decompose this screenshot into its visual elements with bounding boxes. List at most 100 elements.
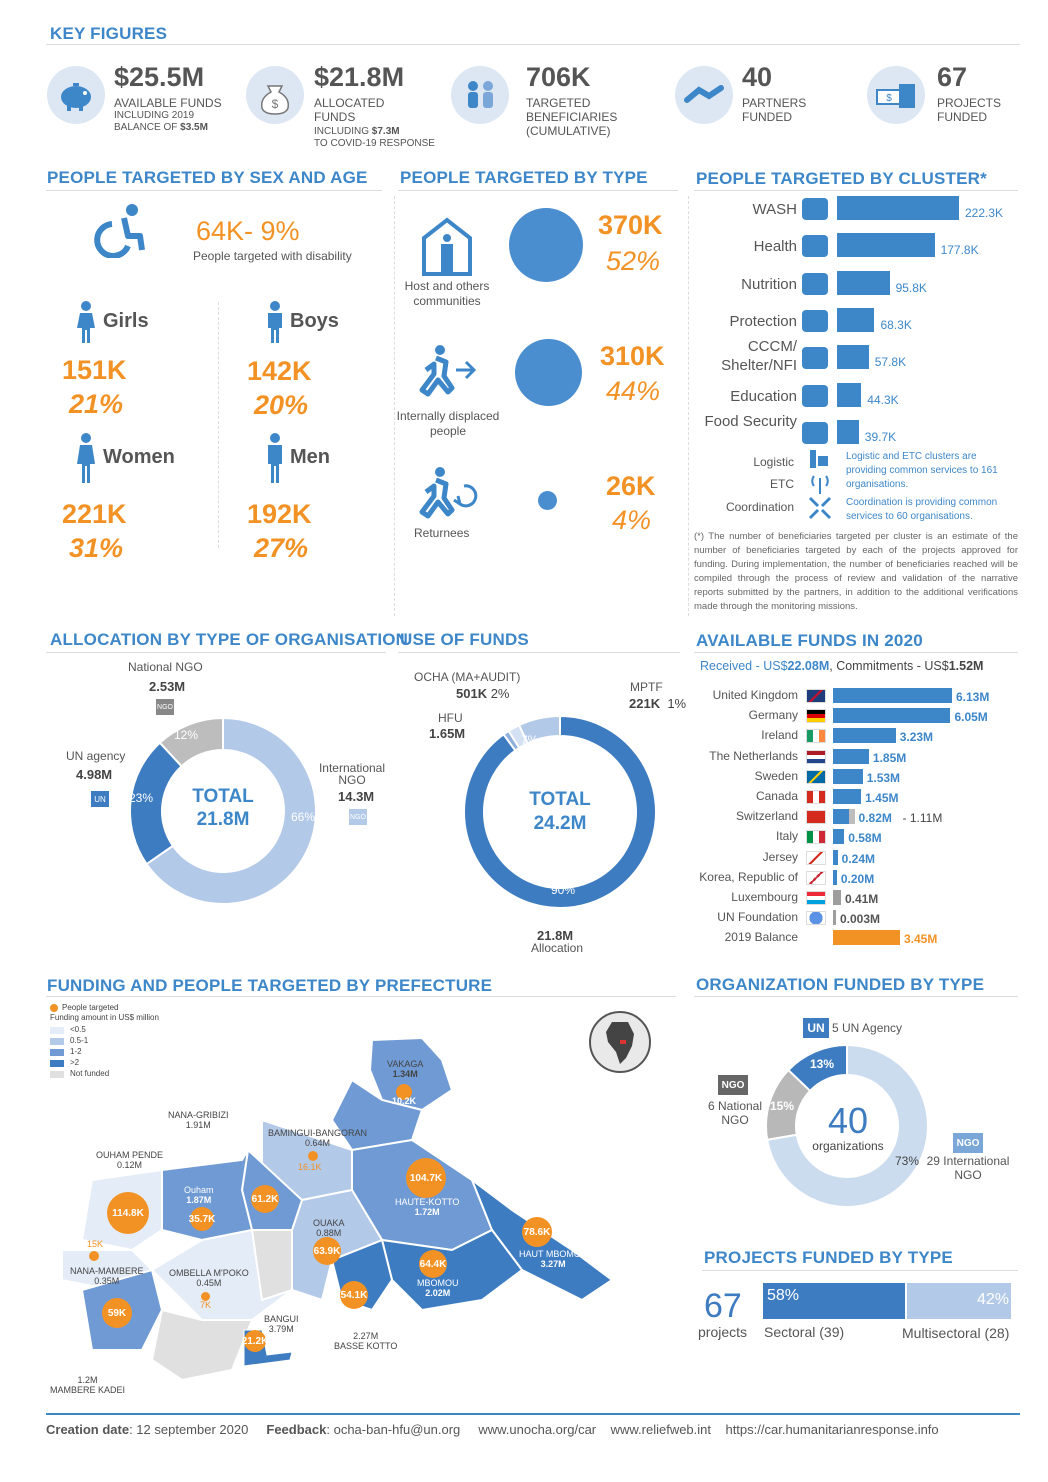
kf-note: INCLUDING $7.3M (314, 126, 400, 137)
wheelchair-icon (88, 202, 148, 263)
group-count: 221K (62, 499, 127, 529)
divider (702, 1270, 1018, 1271)
type-label: Host and others communities (404, 279, 490, 308)
type-label: Internally displaced people (396, 409, 500, 438)
donor-label: United Kingdom (712, 688, 798, 702)
kf-value: 67 (937, 62, 968, 92)
map-bubble: 114.8K (107, 1192, 149, 1234)
antenna-icon (808, 472, 832, 499)
cluster-bar (837, 345, 869, 370)
creation-date: : 12 september 2020 (129, 1422, 249, 1437)
donor-bar (833, 890, 841, 905)
multisectoral-bar (906, 1283, 1011, 1319)
map-bubble-value: 7K (200, 1300, 212, 1310)
multisectoral-label: Multisectoral (28) (902, 1325, 1010, 1341)
donut-segment (786, 1043, 848, 1093)
group-pct: 20% (254, 390, 309, 420)
donor-label: Switzerland (735, 809, 798, 824)
type-count: 26K (606, 471, 656, 501)
cluster-label: Health (753, 238, 797, 256)
map-bubble (201, 1292, 210, 1301)
fund-label: Allocation (531, 941, 584, 955)
donut-segment (158, 716, 224, 768)
use-of-funds-donut (463, 714, 657, 909)
it-flag-icon (806, 830, 826, 845)
donor-bar-chart: United Kingdom 6.13M Germany 6.05M Ireland 3.… (694, 680, 1024, 950)
fund-amount: 1.65M (429, 726, 466, 741)
map-label: MBOMOU 2.02M (417, 1278, 459, 1298)
un-icon: UN (803, 1018, 829, 1038)
lu-flag-icon (806, 891, 826, 905)
logistic-label: Logistic (753, 455, 794, 469)
cluster-label: Nutrition (741, 275, 797, 293)
map-bubble: 54.1K (340, 1281, 368, 1309)
cluster-bar (837, 419, 859, 444)
divider (694, 996, 1018, 997)
cluster-icon (802, 421, 828, 444)
cluster-label: Food Security (704, 412, 797, 430)
donor-label: Canada (755, 789, 798, 803)
sex-age-title: PEOPLE TARGETED BY SEX AND AGE (47, 168, 368, 187)
feedback-email[interactable]: : ocha-ban-hfu@un.org (326, 1422, 461, 1437)
svg-text:$: $ (886, 93, 892, 104)
org-type-label: 5 UN Agency (832, 1021, 903, 1035)
feedback-label: Feedback (266, 1422, 327, 1437)
group-pct: 21% (69, 389, 124, 419)
un-flag-icon (806, 911, 826, 926)
donor-value: 6.05M (954, 710, 988, 725)
donut-segment (463, 714, 657, 909)
cluster-bar (837, 382, 862, 407)
kf-value: $25.5M (114, 62, 205, 92)
key-figures-title: KEY FIGURES (50, 24, 168, 43)
segment-pct: 13% (810, 1057, 835, 1071)
link-humanitarianresponse[interactable]: https://car.humanitarianresponse.info (725, 1422, 939, 1437)
map-bubble (308, 1151, 318, 1161)
org-type-label: 6 National (707, 1099, 763, 1113)
group-count: 151K (62, 355, 127, 385)
link-reliefweb[interactable]: www.reliefweb.int (610, 1422, 712, 1437)
segment-pct: 23% (129, 791, 154, 805)
map-bubble: 78.6K (522, 1217, 552, 1247)
sectoral-label: Sectoral (39) (764, 1324, 845, 1340)
segment-pct: 12% (174, 728, 199, 742)
creation-label: Creation date (46, 1422, 130, 1437)
un-icon: UN (91, 791, 109, 807)
sectoral-pct: 58% (767, 1287, 800, 1304)
donor-bar (833, 708, 951, 724)
ngo-icon: NGO (953, 1133, 983, 1153)
type-pct: 44% (606, 376, 661, 406)
type-pct: 4% (612, 505, 652, 535)
kf-label: TARGETED (526, 96, 591, 110)
cluster-label: WASH (752, 201, 797, 218)
link-unocha[interactable]: www.unocha.org/car (478, 1422, 597, 1437)
donor-extra-value: - 1.11M (902, 811, 943, 826)
cluster-value: 222.3K (965, 206, 1004, 220)
map-bubble: 64.4K (419, 1250, 447, 1278)
map-bubble: 63.9K (313, 1237, 341, 1265)
donor-value: 0.20M (840, 871, 875, 886)
map-label: 1.2M MAMBERE KADEI (50, 1375, 126, 1395)
donor-label: Luxembourg (731, 890, 798, 904)
projects-icon: $ (867, 66, 925, 124)
map-bubble (89, 1251, 99, 1261)
org-label: National NGO (128, 660, 203, 674)
donor-value: 0.82M (858, 811, 892, 826)
divider (46, 44, 1020, 45)
available-funds-title: AVAILABLE FUNDS IN 2020 (696, 631, 923, 650)
donor-value: 1.85M (872, 750, 907, 765)
projects-stacked-bar: 58% 42% (763, 1283, 1011, 1319)
ie-flag-icon (806, 729, 826, 744)
divider (394, 196, 395, 616)
group-count: 142K (247, 356, 312, 386)
org-amount: 4.98M (76, 767, 113, 782)
donor-bar (833, 849, 838, 865)
group-pct: 27% (254, 533, 309, 563)
boy-icon (265, 300, 285, 349)
kf-label: AVAILABLE FUNDS (114, 96, 222, 110)
cluster-bar (837, 196, 959, 220)
map-legend: People targeted Funding amount in US$ mi… (50, 1003, 159, 1078)
donor-bar (833, 930, 900, 946)
map-bubble: 61.2K (251, 1185, 279, 1213)
map-region-unfunded-center (250, 1229, 293, 1302)
org-label: UN agency (66, 749, 126, 763)
